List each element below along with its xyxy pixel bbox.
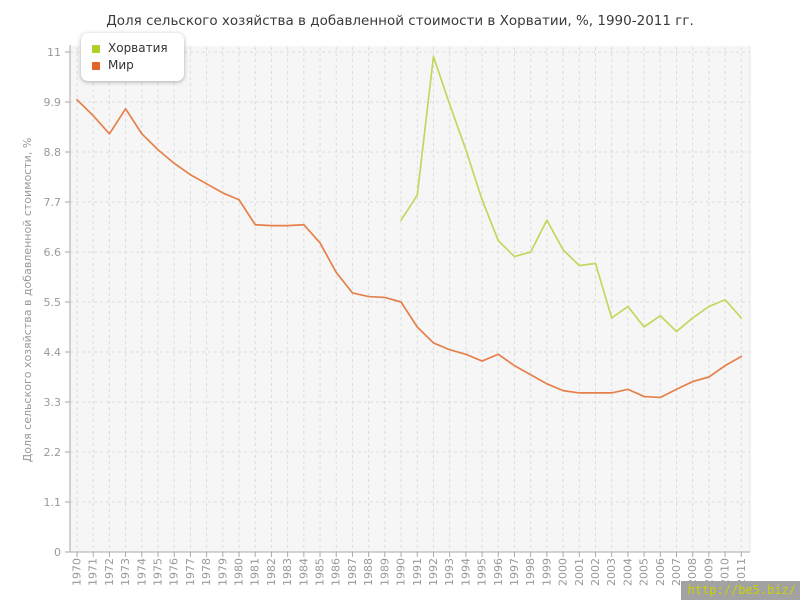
x-axis-labels: 1970 1971 1972 1973 1974 1975 1976 1977 1978 1979… [71,558,748,586]
x-tick-label: 2006 [654,558,667,586]
x-tick-label: 1970 [71,558,84,586]
x-tick-label: 2004 [621,558,634,586]
x-tick-label: 1993 [443,558,456,586]
x-tick-label: 2008 [686,558,699,586]
y-tick-label: 1.1 [44,496,62,509]
plot-background [70,46,750,552]
x-tick-label: 1982 [265,558,278,586]
x-tick-label: 2003 [605,558,618,586]
croatia-marker-icon [92,44,100,53]
y-tick-label: 9.9 [44,96,62,109]
x-tick-label: 1978 [200,558,213,586]
x-tick-label: 1992 [427,558,440,586]
x-tick-label: 1991 [411,558,424,586]
x-tick-label: 1985 [314,558,327,586]
x-tick-label: 1988 [362,558,375,586]
legend-label-croatia: Хорватия [108,41,168,55]
x-tick-label: 1972 [103,558,116,586]
y-tick-label: 4.4 [44,346,62,359]
x-tick-label: 1975 [152,558,165,586]
y-axis-title: Доля сельского хозяйства в добавленной с… [21,138,34,463]
x-tick-label: 2005 [638,558,651,586]
x-tick-label: 2009 [702,558,715,586]
x-tick-label: 2001 [573,558,586,586]
x-tick-label: 2007 [670,558,683,586]
legend-item-world: Мир [92,57,168,74]
x-tick-label: 1984 [297,558,310,586]
x-tick-label: 1987 [346,558,359,586]
y-axis-labels: 0 1.1 2.2 3.3 4.4 5.5 6.6 7.7 8.8 9.9 11 [44,46,62,559]
gridlines [70,47,750,552]
watermark-link[interactable]: http://be5.biz/ [680,581,800,600]
x-tick-label: 1999 [540,558,553,586]
world-marker-icon [92,61,100,70]
chart-title: Доля сельского хозяйства в добавленной с… [106,13,694,29]
x-tick-label: 1994 [459,558,472,586]
x-tick-label: 1977 [184,558,197,586]
legend-item-croatia: Хорватия [92,40,168,57]
x-tick-label: 1971 [87,558,100,586]
x-tick-label: 1986 [330,558,343,586]
x-tick-label: 1974 [135,558,148,586]
x-tick-label: 1998 [524,558,537,586]
x-tick-label: 2010 [719,558,732,586]
x-tick-label: 2011 [735,558,748,586]
x-tick-label: 1979 [216,558,229,586]
x-tick-label: 1990 [395,558,408,586]
y-tick-label: 6.6 [44,246,62,259]
x-tick-label: 1995 [476,558,489,586]
croatia-series-line [400,55,743,333]
x-tick-label: 1983 [281,558,294,586]
x-tick-label: 1976 [168,558,181,586]
x-tick-label: 1973 [119,558,132,586]
x-tick-label: 1997 [508,558,521,586]
y-tick-label: 3.3 [44,396,62,409]
x-tick-label: 1989 [378,558,391,586]
y-tick-label: 8.8 [44,146,62,159]
y-tick-label: 5.5 [44,296,62,309]
world-series-line [76,98,743,399]
legend: Хорватия Мир [81,33,184,81]
y-tick-label: 11 [47,46,61,59]
x-tick-label: 1996 [492,558,505,586]
x-tick-label: 2000 [557,558,570,586]
legend-label-world: Мир [108,58,134,72]
x-tick-label: 2002 [589,558,602,586]
x-tick-label: 1981 [249,558,262,586]
x-tick-label: 1980 [233,558,246,586]
axes [65,45,750,557]
y-tick-label: 7.7 [44,196,62,209]
y-tick-label: 0 [54,546,61,559]
y-tick-label: 2.2 [44,446,62,459]
